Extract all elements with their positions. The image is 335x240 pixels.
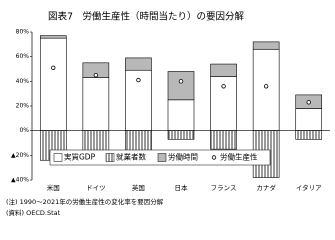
bar-segment [39, 35, 67, 39]
legend-label: 実質GDP [64, 152, 96, 162]
y-tick-label: ▲40% [11, 177, 29, 184]
x-tick-label: 英国 [132, 183, 145, 192]
productivity-dot [51, 65, 56, 70]
legend-swatch [53, 153, 63, 162]
x-tick-label: 米国 [47, 183, 60, 192]
bar-segment [167, 71, 195, 101]
bar-segment [167, 130, 195, 140]
bar-segment [125, 57, 152, 71]
y-tick-label: 40% [16, 78, 30, 85]
note: (注) 1990～2021年の労働生産性の変化率を要因分解 [6, 197, 164, 206]
x-tick-label: 日本 [175, 183, 189, 192]
productivity-dot [263, 84, 269, 89]
legend-label: 労働時間 [168, 152, 198, 162]
note: (資料) OECD.Stat [6, 208, 61, 217]
chart: 図表7 労働生産性（時間当たり）の要因分解 80% 60% 40% 20% 0% ▲20%… [6, 11, 330, 217]
y-tick-label: 0% [19, 127, 29, 134]
legend-swatch [157, 153, 167, 162]
legend-dot [211, 155, 217, 160]
bar-segment [210, 63, 237, 77]
y-tick-label: ▲20% [11, 152, 29, 159]
productivity-dot [306, 100, 311, 105]
legend-label: 労働生産性 [220, 152, 258, 162]
bar-segment [252, 41, 280, 50]
y-tick-label: 20% [16, 103, 30, 110]
legend-swatch [105, 153, 115, 162]
bar-segment [252, 48, 280, 131]
bar-segment [210, 130, 237, 150]
bar-segment [295, 108, 323, 131]
bar-segment [295, 130, 323, 140]
chart-title: 図表7 労働生産性（時間当たり）の要因分解 [48, 11, 245, 23]
productivity-dot [221, 84, 226, 89]
x-tick-label: イタリア [296, 183, 322, 192]
bar-segment [82, 77, 110, 131]
productivity-dot [178, 79, 184, 84]
bar-segment [82, 130, 110, 154]
x-tick-label: カナダ [256, 183, 276, 192]
bar-segment [82, 62, 110, 78]
y-tick-label: 80% [16, 29, 30, 36]
x-tick-label: ドイツ [86, 184, 106, 192]
productivity-dot [93, 72, 99, 78]
x-tick-label: フランス [211, 184, 237, 192]
bar-segment [167, 99, 195, 131]
productivity-dot [136, 77, 141, 83]
legend-label: 就業者数 [116, 152, 146, 162]
bar-segment [39, 37, 67, 131]
y-tick-label: 60% [16, 53, 30, 60]
